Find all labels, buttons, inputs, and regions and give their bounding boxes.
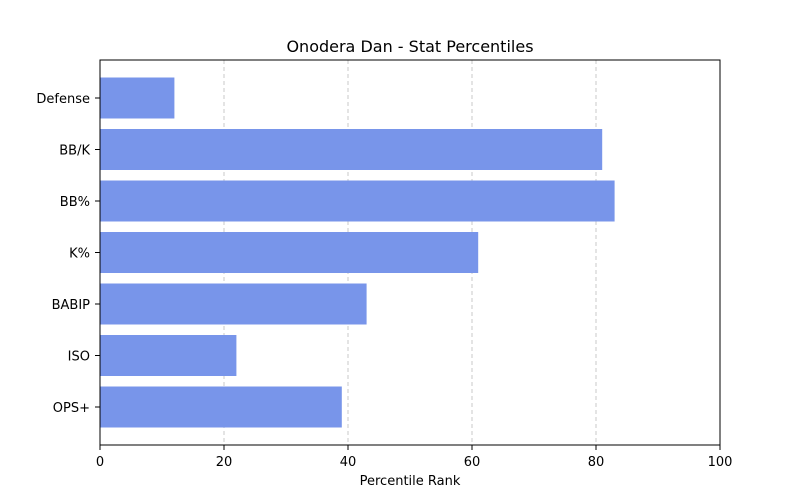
x-tick-label: 60: [464, 455, 481, 470]
y-tick-label: BABIP: [52, 298, 91, 313]
y-tick-label: K%: [69, 247, 90, 262]
y-tick-label: BB/K: [59, 144, 90, 159]
x-tick-label: 20: [216, 455, 233, 470]
x-tick-label: 40: [340, 455, 357, 470]
bar-ops-: [100, 386, 342, 428]
chart-title: Onodera Dan - Stat Percentiles: [286, 37, 533, 56]
bar-babip: [100, 283, 367, 325]
y-tick-label: BB%: [60, 195, 90, 210]
y-axis: Defense BB/K BB% K% BABIP ISO OPS+: [36, 92, 100, 416]
x-tick-label: 100: [708, 455, 733, 470]
y-tick-label: OPS+: [53, 401, 90, 416]
x-axis-label: Percentile Rank: [360, 474, 461, 489]
x-axis: 0 20 40 60 80 100: [96, 445, 733, 470]
bar-defense: [100, 77, 175, 119]
bar-k-: [100, 232, 479, 273]
x-tick-label: 0: [96, 455, 104, 470]
y-tick-label: Defense: [36, 92, 90, 107]
y-tick-label: ISO: [68, 350, 90, 365]
x-tick-label: 80: [588, 455, 605, 470]
bar-layer: [100, 77, 615, 428]
bar-bb-: [100, 180, 615, 222]
bar-bb-k: [100, 129, 603, 170]
bar-iso: [100, 335, 237, 376]
